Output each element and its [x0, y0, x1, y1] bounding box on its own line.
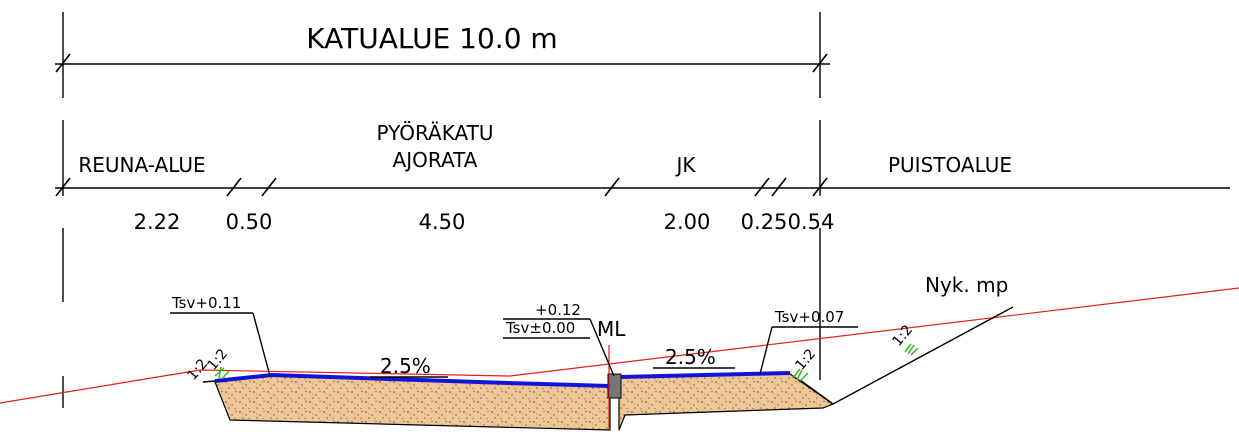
zone-jk: JK: [674, 153, 696, 177]
tsv-center-label: Tsv±0.00: [505, 319, 575, 337]
zone-dimension-line: [55, 177, 1230, 197]
zone-puistoalue: PUISTOALUE: [888, 153, 1012, 177]
zone-labels: REUNA-ALUE PYÖRÄKATU AJORATA JK PUISTOAL…: [78, 121, 1012, 177]
zone-reuna-alue: REUNA-ALUE: [78, 153, 205, 177]
dimension-value: 2.00: [664, 210, 711, 234]
slope-right-label: 2.5%: [665, 345, 716, 369]
ml-label: ML: [597, 317, 626, 341]
grass-markers: [214, 343, 919, 382]
plus-012-label: +0.12: [535, 301, 581, 319]
dimension-values: 2.22 0.50 4.50 2.00 0.25 0.54: [134, 210, 835, 234]
structure-fill-right: [618, 373, 835, 431]
dimension-value: 2.22: [134, 210, 181, 234]
zone-ajorata: AJORATA: [393, 148, 478, 172]
zone-pyorakatu: PYÖRÄKATU: [376, 121, 493, 145]
dimension-value: 4.50: [419, 210, 466, 234]
ratio-label: 1:2: [889, 322, 916, 350]
annotations: Tsv+0.11 +0.12 Tsv±0.00 ML Tsv+0.07 Nyk.…: [171, 273, 1008, 384]
existing-ground-line: [0, 287, 1239, 404]
surface-layers: [214, 371, 791, 388]
leader-lines: [170, 312, 858, 378]
dimension-value: 0.54: [788, 210, 835, 234]
dimension-value: 0.25: [741, 210, 788, 234]
slope-left-label: 2.5%: [380, 354, 431, 378]
total-dimension-line: KATUALUE 10.0 m: [55, 22, 830, 73]
road-structure: [214, 373, 835, 431]
street-area-title: KATUALUE 10.0 m: [306, 22, 557, 55]
ratio-label: 1:2: [792, 346, 819, 374]
tsv-left-label: Tsv+0.11: [171, 294, 241, 312]
side-slopes: [202, 306, 1014, 405]
tsv-right-label: Tsv+0.07: [774, 308, 844, 326]
dimension-value: 0.50: [226, 210, 273, 234]
nyk-mp-label: Nyk. mp: [925, 273, 1008, 297]
